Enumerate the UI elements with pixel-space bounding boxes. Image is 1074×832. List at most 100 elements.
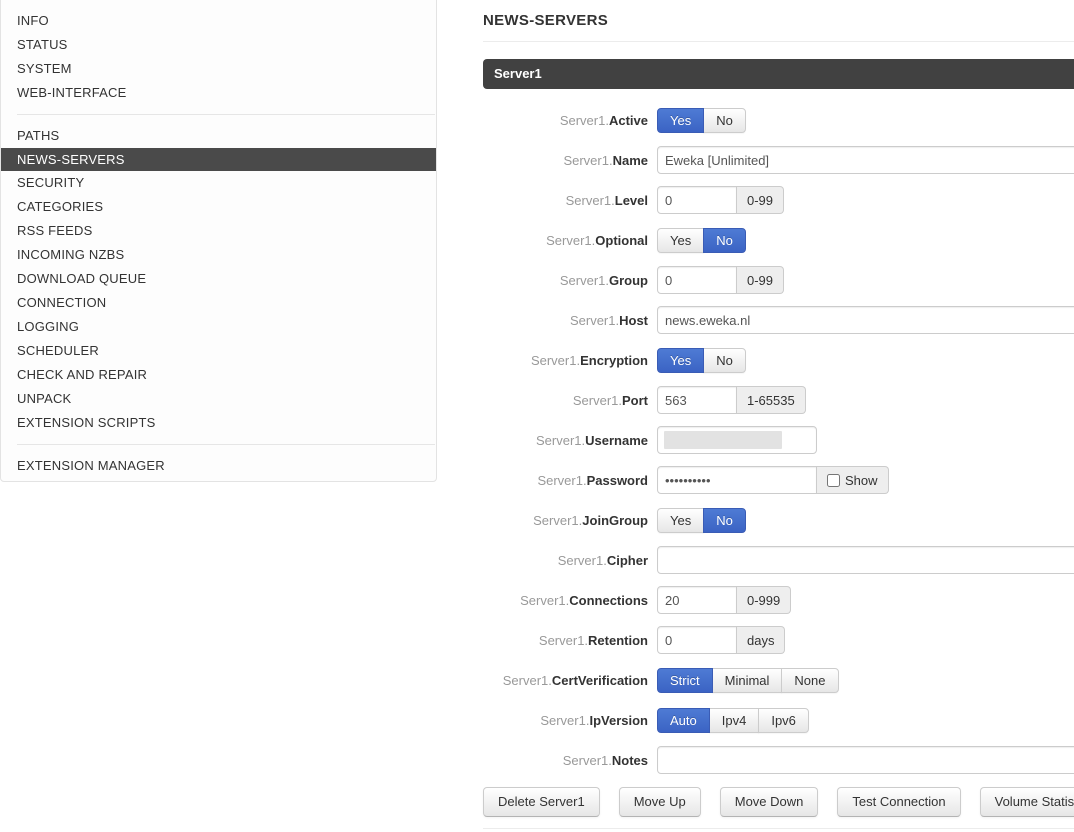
option-label: Server1.JoinGroup — [483, 513, 648, 528]
option-label: Server1.CertVerification — [483, 673, 648, 688]
encryption-toggle-group: Yes No — [657, 347, 746, 373]
level-input[interactable] — [657, 186, 737, 214]
host-input[interactable] — [657, 306, 1074, 334]
action-buttons: Delete Server1 Move Up Move Down Test Conne… — [483, 787, 1074, 817]
cipher-input[interactable] — [657, 546, 1074, 574]
certverification-option-strict[interactable]: Strict — [657, 667, 713, 693]
sidebar-item-unpack[interactable]: UNPACK — [17, 391, 72, 406]
option-label: Server1.Notes — [483, 753, 648, 768]
sidebar-item-system[interactable]: SYSTEM — [17, 61, 72, 76]
config-sidebar: INFO STATUS SYSTEM WEB-INTERFACE PATHS NEWS-S… — [0, 0, 437, 482]
connections-range-addon: 0-999 — [737, 586, 792, 614]
show-password-checkbox[interactable] — [827, 473, 840, 487]
sidebar-item-categories[interactable]: CATEGORIES — [17, 199, 104, 214]
sidebar-divider — [17, 114, 435, 115]
option-label: Server1.Host — [483, 313, 648, 328]
option-label-name: Password — [586, 472, 648, 488]
option-label-name: IpVersion — [589, 712, 648, 728]
sidebar-item-news-servers[interactable]: NEWS-SERVERS — [1, 148, 436, 171]
encryption-option-yes[interactable]: Yes — [657, 347, 705, 373]
option-label-name: Retention — [588, 632, 648, 648]
sidebar-item-web-interface[interactable]: WEB-INTERFACE — [17, 85, 127, 100]
active-option-no[interactable]: No — [703, 107, 746, 133]
move-down-button[interactable]: Move Down — [719, 787, 819, 817]
option-label: Server1.Cipher — [483, 553, 648, 568]
option-label-prefix: Server1. — [559, 272, 609, 288]
level-range-addon: 0-99 — [737, 186, 785, 214]
form-row-notes: Server1.Notes — [483, 740, 1074, 780]
form-row-cipher: Server1.Cipher — [483, 540, 1074, 580]
option-label-prefix: Server1. — [562, 752, 612, 768]
option-label-name: JoinGroup — [582, 512, 648, 528]
port-input[interactable] — [657, 386, 737, 414]
option-label-prefix: Server1. — [520, 592, 570, 608]
move-up-button[interactable]: Move Up — [618, 787, 701, 817]
sidebar-item-logging[interactable]: LOGGING — [17, 319, 80, 334]
sidebar-item-connection[interactable]: CONNECTION — [17, 295, 107, 310]
ipversion-option-ipv4[interactable]: Ipv4 — [708, 707, 760, 733]
option-label-name: Group — [609, 272, 648, 288]
sidebar-item-scheduler[interactable]: SCHEDULER — [17, 343, 99, 358]
test-connection-button[interactable]: Test Connection — [837, 787, 961, 817]
joingroup-option-yes[interactable]: Yes — [657, 507, 705, 533]
form-row-group: Server1.Group 0-99 — [483, 260, 1074, 300]
sidebar-item-extension-manager[interactable]: EXTENSION MANAGER — [17, 458, 165, 473]
encryption-option-no[interactable]: No — [703, 347, 746, 373]
optional-option-yes[interactable]: Yes — [657, 227, 705, 253]
retention-range-addon: days — [737, 626, 786, 654]
option-control: 0-99 — [657, 186, 785, 214]
sidebar-item-incoming-nzbs[interactable]: INCOMING NZBS — [17, 247, 125, 262]
certverification-option-minimal[interactable]: Minimal — [711, 667, 783, 693]
option-label-name: Optional — [595, 232, 648, 248]
option-label-name: CertVerification — [551, 672, 648, 688]
option-label-prefix: Server1. — [540, 712, 590, 728]
group-input[interactable] — [657, 266, 737, 294]
sidebar-item-rss-feeds[interactable]: RSS FEEDS — [17, 223, 93, 238]
option-label-prefix: Server1. — [559, 112, 609, 128]
ipversion-option-auto[interactable]: Auto — [657, 707, 710, 733]
sidebar-item-info[interactable]: INFO — [17, 13, 49, 28]
sidebar-nav: INFO STATUS SYSTEM WEB-INTERFACE PATHS NEWS-S… — [1, 0, 436, 478]
volume-statistics-button[interactable]: Volume Statistics — [979, 787, 1074, 817]
option-label: Server1.Encryption — [483, 353, 648, 368]
sidebar-item-extension-scripts[interactable]: EXTENSION SCRIPTS — [17, 415, 156, 430]
certverification-toggle-group: Strict Minimal None — [657, 667, 839, 693]
option-control: 1-65535 — [657, 386, 806, 414]
delete-server1-button[interactable]: Delete Server1 — [483, 787, 600, 817]
form-row-port: Server1.Port 1-65535 — [483, 380, 1074, 420]
settings-form: Server1.ActiveYesNoServer1.NameServer1.L… — [483, 100, 1074, 780]
joingroup-option-no[interactable]: No — [703, 507, 746, 533]
option-label: Server1.Connections — [483, 593, 648, 608]
ipversion-option-ipv6[interactable]: Ipv6 — [758, 707, 809, 733]
option-label-name: Cipher — [606, 552, 648, 568]
option-control — [657, 146, 1074, 174]
option-label-name: Name — [612, 152, 648, 168]
option-control: Yes No — [657, 347, 746, 373]
form-row-host: Server1.Host — [483, 300, 1074, 340]
main-content: NEWS-SERVERS Server1 Server1.Active Yes No… — [483, 0, 1074, 829]
form-row-joingroup: Server1.JoinGroup Yes No — [483, 500, 1074, 540]
sidebar-item-status[interactable]: STATUS — [17, 37, 68, 52]
active-option-yes[interactable]: Yes — [657, 107, 705, 133]
form-row-retention: Server1.Retention days — [483, 620, 1074, 660]
password-input[interactable] — [657, 466, 817, 494]
bottom-divider — [483, 828, 1074, 829]
sidebar-item-check-and-repair[interactable]: CHECK AND REPAIR — [17, 367, 148, 382]
retention-input[interactable] — [657, 626, 737, 654]
page-title: NEWS-SERVERS — [483, 12, 609, 29]
option-label-prefix: Server1. — [538, 632, 589, 648]
notes-input[interactable] — [657, 746, 1074, 774]
sidebar-item-download-queue[interactable]: DOWNLOAD QUEUE — [17, 271, 147, 286]
option-label: Server1.Group — [483, 273, 648, 288]
sidebar-item-security[interactable]: SECURITY — [17, 175, 85, 190]
connections-input[interactable] — [657, 586, 737, 614]
option-label: Server1.IpVersion — [483, 713, 648, 728]
option-label-name: Username — [585, 432, 648, 448]
sidebar-item-paths[interactable]: PATHS — [17, 128, 60, 143]
option-label-name: Level — [614, 192, 648, 208]
name-input[interactable] — [657, 146, 1074, 174]
certverification-option-none[interactable]: None — [781, 667, 839, 693]
option-label: Server1.Username — [483, 433, 648, 448]
option-label-name: Port — [622, 392, 648, 408]
optional-option-no[interactable]: No — [703, 227, 746, 253]
